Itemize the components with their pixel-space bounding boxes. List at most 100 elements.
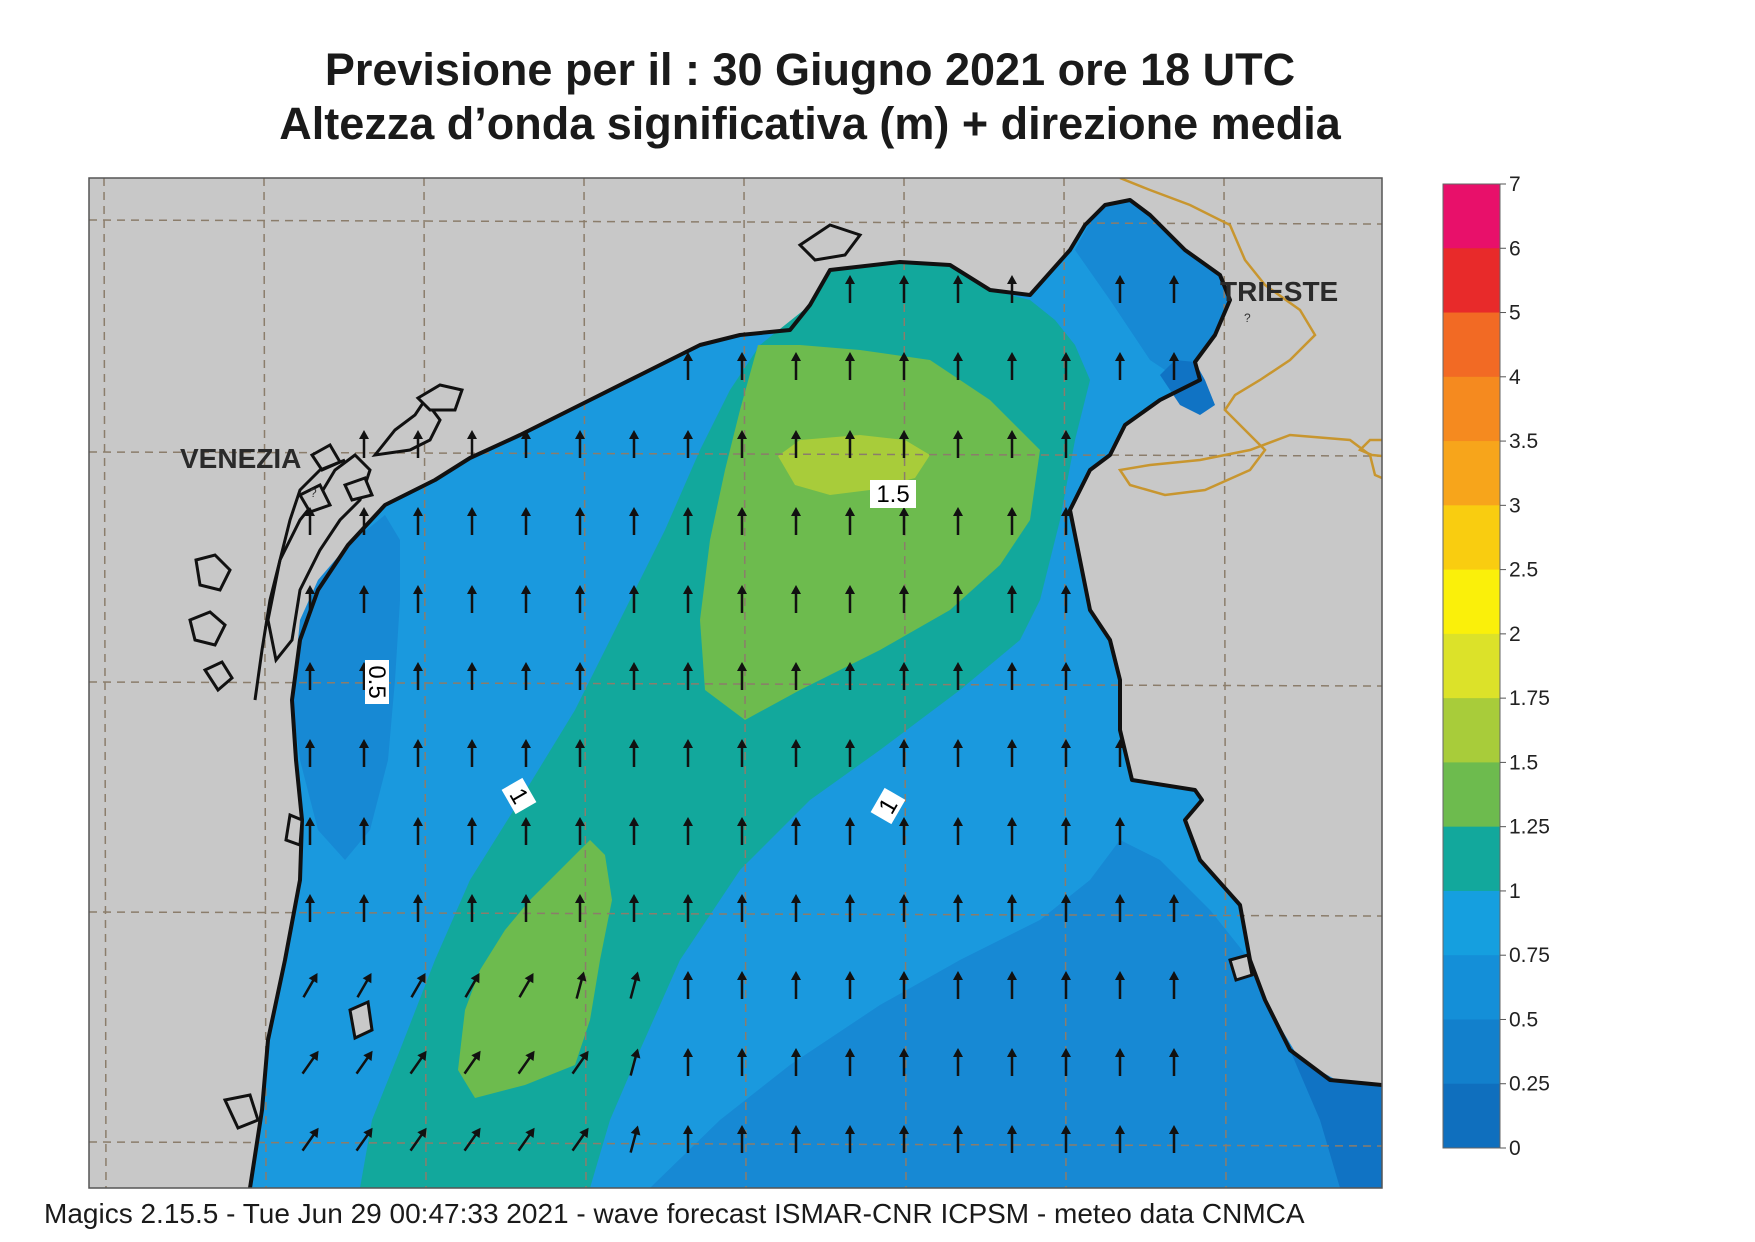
- wave-arrow: [1007, 1048, 1017, 1076]
- wave-arrow: [953, 1125, 963, 1153]
- contour-label-1-left: 1: [501, 777, 537, 815]
- venice-lagoon-coast: [253, 458, 346, 701]
- wave-arrow: [629, 507, 639, 535]
- national-border: [1117, 178, 1382, 497]
- wave-arrow: [1115, 1125, 1125, 1153]
- wave-arrow: [413, 817, 423, 845]
- wave-arrow: [845, 662, 855, 690]
- wave-arrow: [413, 662, 423, 690]
- wave-arrow: [413, 894, 423, 922]
- wave-arrow: [953, 1048, 963, 1076]
- wave-arrow: [359, 894, 369, 922]
- wave-arrow: [791, 507, 801, 535]
- wave-arrow: [899, 817, 909, 845]
- wave-arrow: [1061, 817, 1071, 845]
- colorbar-swatch: [1443, 441, 1500, 506]
- svg-text:0.5: 0.5: [363, 665, 390, 698]
- wave-arrow: [517, 1050, 535, 1075]
- wave-arrow: [1169, 971, 1179, 999]
- wave-arrow: [737, 507, 747, 535]
- wave-arrow: [301, 1050, 319, 1075]
- wave-arrow: [521, 817, 531, 845]
- wave-arrow: [356, 973, 372, 998]
- sea-band-trieste: [1075, 200, 1230, 380]
- wave-arrow: [953, 585, 963, 613]
- wave-arrow: [683, 430, 693, 458]
- wave-arrow: [737, 817, 747, 845]
- wave-arrow: [737, 352, 747, 380]
- colorbar-swatch: [1443, 248, 1500, 314]
- colorbar-frame: [1442, 183, 1501, 1149]
- colorbar-tick-label: 7: [1509, 173, 1521, 196]
- title-line-2: Altezza d’onda significativa (m) + direz…: [279, 98, 1341, 149]
- wave-arrow: [899, 430, 909, 458]
- wave-arrow: [1007, 430, 1017, 458]
- colorbar-swatch: [1443, 505, 1500, 571]
- wave-arrow: [1169, 894, 1179, 922]
- wave-arrow: [683, 894, 693, 922]
- wave-arrow: [737, 971, 747, 999]
- wave-arrow: [953, 662, 963, 690]
- wave-arrow: [409, 1050, 427, 1075]
- wave-arrow: [953, 430, 963, 458]
- wave-arrow: [413, 585, 423, 613]
- city-label-venezia: VENEZIA: [180, 443, 301, 474]
- colorbar-tick-label: 4: [1509, 366, 1521, 389]
- wave-arrow: [305, 739, 315, 767]
- wave-arrow: [302, 973, 318, 998]
- wave-arrow: [899, 1125, 909, 1153]
- wave-arrow: [1169, 352, 1179, 380]
- wave-arrow: [1007, 894, 1017, 922]
- wave-arrow: [305, 894, 315, 922]
- wave-arrow: [1169, 1048, 1179, 1076]
- wave-arrow: [305, 817, 315, 845]
- wave-arrow: [683, 1048, 693, 1076]
- wave-arrow: [845, 507, 855, 535]
- wave-arrow: [683, 971, 693, 999]
- wave-arrow: [1007, 662, 1017, 690]
- wave-arrow: [683, 1125, 693, 1153]
- wave-arrow: [305, 662, 315, 690]
- grid-lines: [89, 178, 1382, 1188]
- wave-arrow: [463, 1127, 481, 1152]
- wave-arrow: [305, 507, 315, 535]
- wave-arrow: [791, 971, 801, 999]
- wave-arrow: [1007, 352, 1017, 380]
- wave-arrow: [575, 894, 585, 922]
- colorbar-tick-label: 2: [1509, 623, 1521, 646]
- wave-arrow: [953, 971, 963, 999]
- wave-arrow: [575, 507, 585, 535]
- colorbar-tick-label: 0.5: [1509, 1008, 1538, 1031]
- wave-arrow: [683, 662, 693, 690]
- wave-arrow: [521, 894, 531, 922]
- wave-arrow: [413, 430, 423, 458]
- colorbar-swatch: [1443, 1019, 1500, 1085]
- wave-arrow: [845, 739, 855, 767]
- wave-arrow: [1115, 894, 1125, 922]
- wave-arrow: [791, 662, 801, 690]
- colorbar-swatch: [1443, 955, 1500, 1020]
- trieste-marker: ?: [1244, 311, 1251, 325]
- footer-credits: Magics 2.15.5 - Tue Jun 29 00:47:33 2021…: [44, 1198, 1305, 1229]
- wave-arrow: [1115, 1048, 1125, 1076]
- colorbar-tick-label: 3.5: [1509, 430, 1538, 453]
- title-line-1: Previsione per il : 30 Giugno 2021 ore 1…: [324, 44, 1296, 95]
- wave-arrow: [575, 430, 585, 458]
- map-frame: [88, 177, 1383, 1189]
- map-area: 1.5 1 1 0.5 VENEZIA ? TRIESTE ?: [89, 178, 1382, 1188]
- wave-arrow: [737, 1048, 747, 1076]
- wave-arrow: [1061, 430, 1071, 458]
- wave-arrow: [629, 430, 639, 458]
- wave-arrow: [845, 585, 855, 613]
- wave-arrow: [409, 1127, 427, 1152]
- colorbar-swatch: [1443, 312, 1500, 378]
- wave-arrow: [1061, 507, 1071, 535]
- wave-arrow: [629, 894, 639, 922]
- wave-arrow: [683, 507, 693, 535]
- national-border-south: [1357, 438, 1382, 458]
- wave-arrow: [845, 1048, 855, 1076]
- colorbar: 7 6 5 4 3.5 3 2.5 2 1.75 1.5 1.25 1 0.75 0.5 0.25 0: [1442, 173, 1550, 1160]
- wave-arrow: [791, 585, 801, 613]
- colorbar-tick-label: 2.5: [1509, 559, 1538, 582]
- wave-arrow: [629, 817, 639, 845]
